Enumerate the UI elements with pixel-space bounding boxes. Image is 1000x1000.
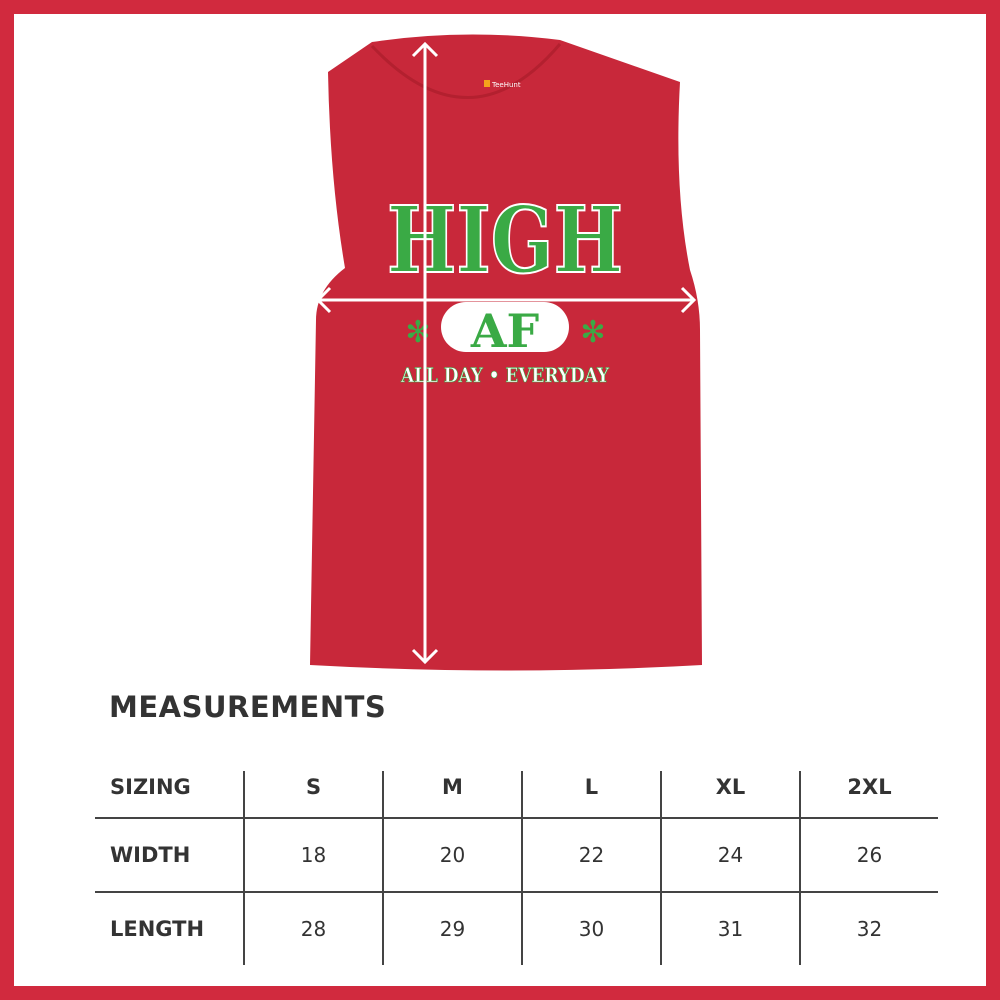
table-cell: 26 bbox=[799, 817, 938, 892]
row-label: LENGTH bbox=[95, 891, 244, 965]
table-cell: 32 bbox=[799, 891, 938, 965]
af-pill bbox=[441, 302, 569, 352]
svg-text:TeeHunt: TeeHunt bbox=[491, 81, 521, 89]
table-cell: 18 bbox=[243, 817, 383, 892]
row-label: WIDTH bbox=[95, 817, 244, 892]
leaf-icon: ✻ bbox=[580, 315, 605, 350]
measurements-title: MEASUREMENTS bbox=[109, 690, 387, 724]
print-af: AF bbox=[470, 304, 540, 358]
print-high: HIGH bbox=[387, 186, 623, 294]
length-arrow bbox=[411, 41, 439, 665]
table-cell: 24 bbox=[660, 817, 800, 892]
header-cell: XL bbox=[660, 771, 800, 818]
header-cell: SIZING bbox=[110, 775, 191, 799]
table-row: WIDTH 18 20 22 24 26 bbox=[95, 817, 938, 892]
table-row: LENGTH 28 29 30 31 32 bbox=[95, 891, 938, 965]
table-cell: 31 bbox=[660, 891, 800, 965]
tank-top-body bbox=[310, 34, 702, 671]
table-cell: 22 bbox=[521, 817, 661, 892]
table-cell: 29 bbox=[382, 891, 522, 965]
table-cell: 30 bbox=[521, 891, 661, 965]
width-arrow bbox=[315, 286, 697, 314]
table-cell: 28 bbox=[243, 891, 383, 965]
header-cell: L bbox=[521, 771, 661, 818]
neckline bbox=[370, 43, 562, 99]
table-header-row: SIZING S M L XL 2XL bbox=[95, 771, 938, 818]
table-cell: 20 bbox=[382, 817, 522, 892]
print-tagline: ALL DAY • EVERYDAY bbox=[400, 363, 609, 387]
brand-label: TeeHunt bbox=[484, 80, 521, 89]
header-cell: S bbox=[243, 771, 383, 818]
header-cell: M bbox=[382, 771, 522, 818]
header-cell: 2XL bbox=[799, 771, 938, 818]
leaf-icon: ✻ bbox=[405, 315, 430, 350]
tank-top-image: TeeHunt HIGH AF ✻ ✻ ALL DAY • EVERYDAY bbox=[310, 34, 702, 671]
size-chart-table: SIZING S M L XL 2XL WIDTH 18 20 22 24 26… bbox=[95, 771, 938, 965]
